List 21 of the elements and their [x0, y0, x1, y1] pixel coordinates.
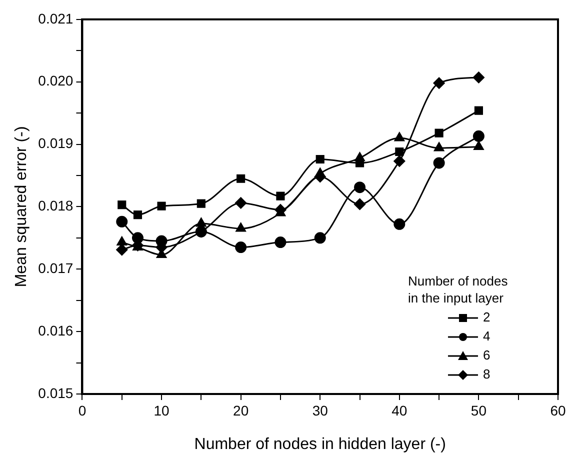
legend-label: 4 [483, 328, 490, 344]
y-tick-label: 0.017 [38, 260, 74, 276]
y-tick-label: 0.016 [38, 322, 74, 338]
x-tick-label: 30 [312, 402, 328, 418]
legend-label: 8 [483, 366, 490, 382]
y-tick-label: 0.021 [38, 10, 74, 26]
legend-label: 2 [483, 310, 490, 325]
x-tick-label: 20 [233, 402, 249, 418]
y-axis-title: Mean squared error (-) [13, 126, 30, 288]
legend-title: Number of nodes in the input layer [408, 274, 508, 306]
x-tick-label: 50 [470, 402, 487, 418]
x-tick-label: 40 [392, 402, 408, 418]
x-tick-label: 10 [154, 402, 170, 418]
x-tick-label: 60 [550, 402, 566, 418]
y-tick-label: 0.015 [38, 384, 74, 401]
x-axis-title: Number of nodes in hidden layer (-) [194, 436, 446, 453]
y-tick-label: 0.020 [38, 72, 74, 89]
y-tick-label: 0.018 [38, 198, 74, 214]
x-tick-label: 0 [78, 402, 86, 418]
y-tick-label: 0.019 [38, 135, 74, 152]
legend-label: 6 [483, 348, 490, 363]
